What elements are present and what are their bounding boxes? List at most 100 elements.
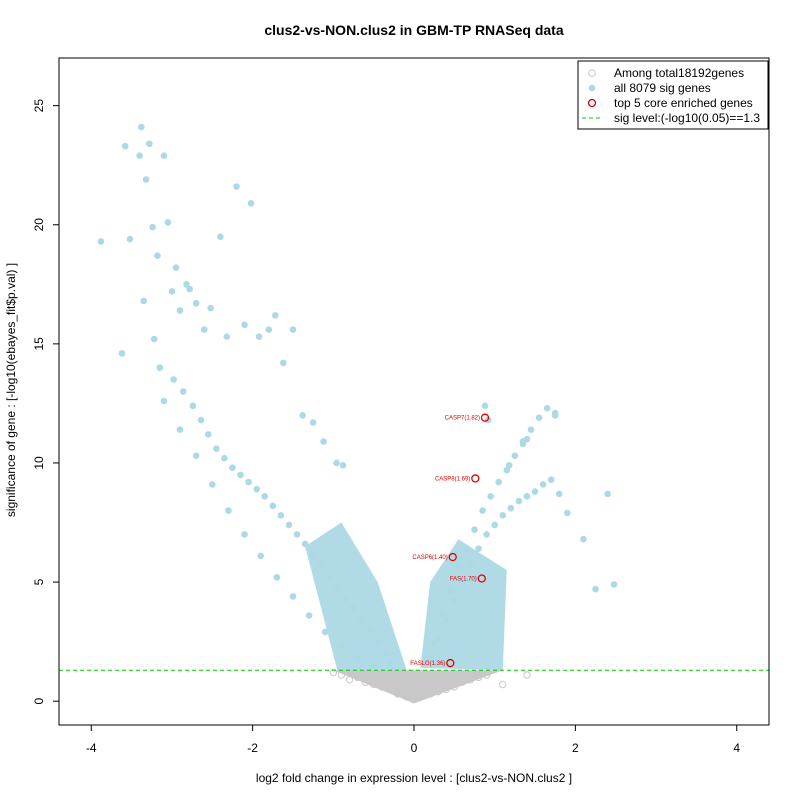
axes-layer: -4 -2 0 2 4 0 5 10 15 20 25 — [32, 57, 770, 755]
sig-point — [192, 300, 200, 307]
sig-point — [604, 490, 611, 498]
y-tick-label: 0 — [32, 698, 46, 705]
sig-point — [136, 152, 143, 159]
sig-point — [208, 481, 216, 488]
sig-point — [475, 545, 482, 553]
sig-point — [257, 552, 265, 560]
sig-point — [334, 583, 341, 591]
y-tick-label: 15 — [32, 337, 46, 351]
legend-marker — [588, 84, 596, 92]
nonsig-point — [499, 680, 507, 689]
sig-point — [279, 359, 287, 367]
sig-point — [338, 643, 345, 650]
sig-point — [168, 288, 176, 295]
sig-point — [289, 593, 297, 600]
x-tick-label: -2 — [247, 741, 258, 755]
sig-point — [339, 462, 347, 469]
sig-point — [426, 655, 434, 662]
x-tick-label: 2 — [572, 741, 579, 755]
highlight-point — [480, 413, 490, 422]
sig-point — [325, 574, 333, 581]
sig-point — [350, 604, 357, 612]
sig-point — [225, 507, 232, 514]
sig-density-right — [420, 539, 507, 671]
sig-point — [255, 333, 263, 341]
chart-title: clus2-vs-NON.clus2 in GBM-TP RNASeq data — [264, 22, 563, 38]
sig-point — [580, 535, 587, 543]
sig-point — [430, 640, 438, 648]
sig-point — [126, 235, 134, 243]
sig-point — [245, 478, 252, 486]
highlight-point — [471, 474, 480, 483]
sig-point — [519, 438, 527, 445]
sig-point — [592, 585, 599, 593]
legend-marker — [587, 98, 597, 108]
sig-point — [289, 326, 297, 333]
y-tick-label: 5 — [32, 578, 46, 585]
x-tick-label: 0 — [411, 741, 418, 755]
x-axis-label: log2 fold change in expression level : [… — [256, 771, 572, 785]
sig-point — [197, 416, 205, 424]
sig-point — [301, 540, 309, 548]
sig-point — [121, 142, 129, 150]
sig-point — [142, 176, 150, 183]
nonsig-point — [523, 671, 531, 679]
legend-label: Among total18192genes — [614, 66, 744, 80]
sig-point — [317, 562, 325, 569]
sig-point — [204, 431, 212, 438]
sig-point — [176, 307, 184, 314]
sig-point — [459, 578, 466, 586]
sig-point — [309, 552, 317, 560]
sig-point — [170, 376, 177, 383]
sig-point — [186, 285, 194, 293]
sig-point — [438, 612, 446, 619]
sig-point — [118, 350, 126, 357]
sig-point — [223, 333, 231, 341]
y-axis-label: significance of gene : [-log10(ebayes_fi… — [4, 263, 18, 517]
sig-point — [293, 531, 301, 538]
sig-point — [150, 335, 158, 343]
sig-point — [481, 402, 489, 410]
sig-point — [176, 426, 184, 433]
sig-point — [386, 659, 394, 667]
sig-point — [309, 419, 317, 426]
sig-point — [505, 462, 513, 469]
y-tick-label: 20 — [32, 218, 46, 232]
points-layer: CASP7(1.82) CASP8(1.69) CASP6(1.40) FAS(1.7… — [97, 123, 618, 704]
sig-point — [442, 616, 450, 624]
gene-label: FAS(1.70) — [450, 576, 477, 582]
sig-point — [370, 662, 377, 669]
sig-point — [189, 402, 197, 410]
sig-point — [539, 481, 547, 488]
sig-point — [434, 635, 442, 643]
sig-point — [140, 297, 148, 305]
sig-point — [137, 123, 145, 131]
sig-point — [299, 412, 306, 419]
sig-point — [354, 655, 361, 662]
sig-point — [479, 507, 486, 514]
sig-point — [471, 526, 478, 533]
sig-point — [261, 493, 269, 500]
highlight-point — [477, 574, 486, 583]
sig-point — [507, 504, 515, 512]
legend-box — [577, 60, 769, 130]
sig-point — [241, 321, 248, 329]
y-tick-label: 10 — [32, 456, 46, 470]
sig-point — [192, 452, 200, 460]
sig-point — [160, 152, 168, 159]
sig-point — [511, 452, 519, 460]
sig-point — [447, 588, 454, 595]
sig-point — [320, 438, 327, 445]
sig-point — [164, 219, 172, 226]
x-tick-label: -4 — [86, 741, 97, 755]
gene-label: FASLG(1.36) — [410, 661, 445, 667]
sig-point — [207, 304, 214, 312]
sig-point — [491, 521, 498, 529]
gene-label: CASP7(1.82) — [445, 416, 480, 422]
sig-point — [154, 252, 161, 260]
sig-point — [515, 497, 523, 505]
highlight-point — [448, 552, 457, 562]
sig-point — [217, 233, 224, 240]
sig-point — [543, 404, 551, 412]
